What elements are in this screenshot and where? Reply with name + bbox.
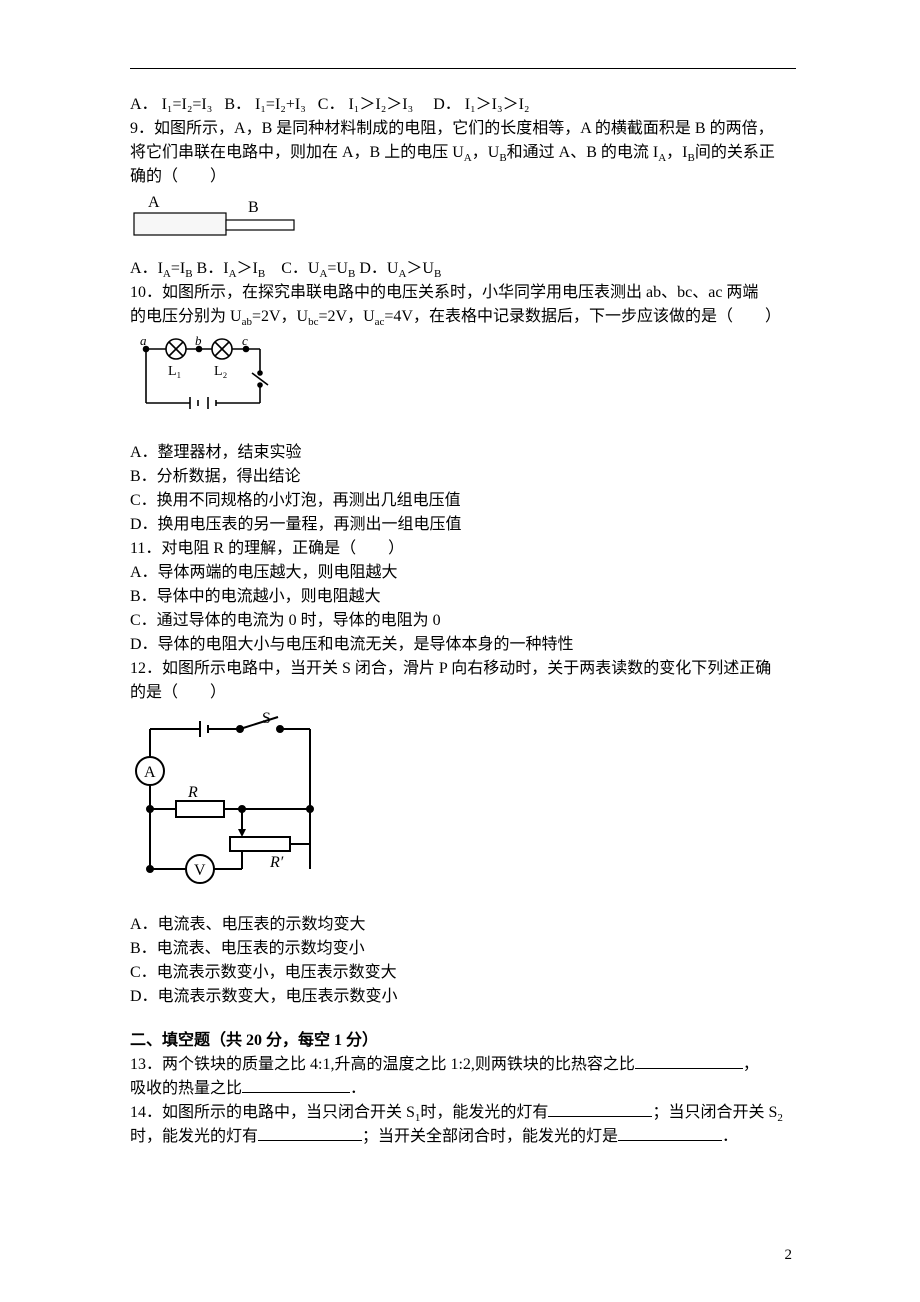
q9-a-label: A． <box>130 260 158 277</box>
q9-figure: A B <box>130 193 796 241</box>
q10-line2: 的电压分别为 Uab=2V，Ubc=2V，Uac=4V，在表格中记录数据后，下一… <box>130 305 796 329</box>
q12-figure: S A V R R′ <box>130 709 796 897</box>
q9-num: 9． <box>130 120 154 137</box>
section2-title: 二、填空题（共 20 分，每空 1 分） <box>130 1029 796 1053</box>
q10-optB: B．分析数据，得出结论 <box>130 465 796 489</box>
q10-optC: C．换用不同规格的小灯泡，再测出几组电压值 <box>130 489 796 513</box>
q8-options: A． I₁=I₂=I₃ B． I₁=I₂+I₃ C． I₁＞I₂＞I₃ D． I… <box>130 93 796 117</box>
q10-optA: A．整理器材，结束实验 <box>130 441 796 465</box>
q9-line2: 将它们串联在电路中，则加在 A，B 上的电压 UA，UB和通过 A、B 的电流 … <box>130 141 796 165</box>
q13-line1: 13．两个铁块的质量之比 4:1,升高的温度之比 1:2,则两铁块的比热容之比， <box>130 1053 796 1077</box>
q9-l2: 将它们串联在电路中，则加在 A，B 上的电压 U <box>130 144 464 161</box>
fig-label-b: B <box>248 199 259 216</box>
switch-s: S <box>262 710 271 727</box>
fig-label-a: A <box>148 194 160 211</box>
q9-line3: 确的（ ） <box>130 165 796 189</box>
ammeter-a: A <box>144 764 156 781</box>
resistor-a <box>134 213 226 235</box>
q9-d-label: D． <box>359 260 387 277</box>
q9-l2end: 间的关系正 <box>695 144 775 161</box>
q9-l1a: 如图所示，A，B 是同种材料制成的电阻，它们的长度相等，A 的横截面积是 B 的… <box>154 120 774 137</box>
q9-line1: 9．如图所示，A，B 是同种材料制成的电阻，它们的长度相等，A 的横截面积是 B… <box>130 117 796 141</box>
q9-sub4: B <box>688 152 695 164</box>
q11-optD: D．导体的电阻大小与电压和电流无关，是导体本身的一种特性 <box>130 633 796 657</box>
q12-line1: 12．如图所示电路中，当开关 S 闭合，滑片 P 向右移动时，关于两表读数的变化… <box>130 657 796 681</box>
q9-options: A．IA=IB B．IA＞IB C．UA=UB D．UA＞UB <box>130 257 796 281</box>
q11-optC: C．通过导体的电流为 0 时，导体的电阻为 0 <box>130 609 796 633</box>
q13-line2: 吸收的热量之比． <box>130 1077 796 1101</box>
q10-line1: 10．如图所示，在探究串联电路中的电压关系时，小华同学用电压表测出 ab、bc、… <box>130 281 796 305</box>
blank <box>242 1078 350 1093</box>
q9-sub3: A <box>658 152 666 164</box>
lamp-l2: L₂ <box>214 364 228 379</box>
q14-line2: 时，能发光的灯有；当开关全部闭合时，能发光的灯是． <box>130 1125 796 1149</box>
q11-optB: B．导体中的电流越小，则电阻越大 <box>130 585 796 609</box>
q10-figure: a b c L₁ L₂ <box>130 333 796 427</box>
q8-b-label: B． <box>224 96 251 113</box>
q12-optD: D．电流表示数变大，电压表示数变小 <box>130 985 796 1009</box>
lamp-l1: L₁ <box>168 364 181 379</box>
q14-line1: 14．如图所示的电路中，当只闭合开关 S1时，能发光的灯有；当只闭合开关 S2 <box>130 1101 796 1125</box>
q9-m2: 和通过 A、B 的电流 I <box>507 144 659 161</box>
q11-optA: A．导体两端的电压越大，则电阻越大 <box>130 561 796 585</box>
q12-line2: 的是（ ） <box>130 681 796 705</box>
q9-b-label: B． <box>197 260 224 277</box>
resistor-r: R <box>187 784 198 801</box>
q8-a-expr: I₁=I₂=I₃ <box>162 96 213 113</box>
q11-stem: 11．对电阻 R 的理解，正确是（ ） <box>130 537 796 561</box>
q10-num: 10． <box>130 284 162 301</box>
q11-num: 11． <box>130 540 161 557</box>
q8-b-expr: I₁=I₂+I₃ <box>255 96 306 113</box>
q9-m3: ，I <box>666 144 687 161</box>
rheostat-rp: R′ <box>269 854 284 871</box>
page-number: 2 <box>785 1247 793 1264</box>
q14-num: 14． <box>130 1104 162 1121</box>
voltmeter-v: V <box>194 862 206 879</box>
node-a: a <box>140 333 147 348</box>
blank <box>618 1126 722 1141</box>
q8-d-label: D． <box>433 96 461 113</box>
q8-c-expr: I₁＞I₂＞I₃ <box>348 96 413 113</box>
q12-num: 12． <box>130 660 162 677</box>
blank <box>548 1102 652 1117</box>
q8-d-expr: I₁＞I₃＞I₂ <box>465 96 530 113</box>
node-c: c <box>242 333 248 348</box>
q9-m1: ，U <box>472 144 500 161</box>
q9-c-label: C． <box>281 260 308 277</box>
blank <box>258 1126 362 1141</box>
q13-num: 13． <box>130 1056 162 1073</box>
q9-sub1: A <box>464 152 472 164</box>
top-rule <box>130 68 796 69</box>
content: A． I₁=I₂=I₃ B． I₁=I₂+I₃ C． I₁＞I₂＞I₃ D． I… <box>130 93 796 1149</box>
q9-sub2: B <box>499 152 506 164</box>
q12-optC: C．电流表示数变小，电压表示数变大 <box>130 961 796 985</box>
q10-optD: D．换用电压表的另一量程，再测出一组电压值 <box>130 513 796 537</box>
q8-a-label: A． <box>130 96 158 113</box>
node-b: b <box>195 333 202 348</box>
blank <box>635 1054 743 1069</box>
resistor-b <box>226 220 294 230</box>
q10-l1a: 如图所示，在探究串联电路中的电压关系时，小华同学用电压表测出 ab、bc、ac … <box>162 284 758 301</box>
q12-optA: A．电流表、电压表的示数均变大 <box>130 913 796 937</box>
q12-optB: B．电流表、电压表的示数均变小 <box>130 937 796 961</box>
q8-c-label: C． <box>318 96 345 113</box>
